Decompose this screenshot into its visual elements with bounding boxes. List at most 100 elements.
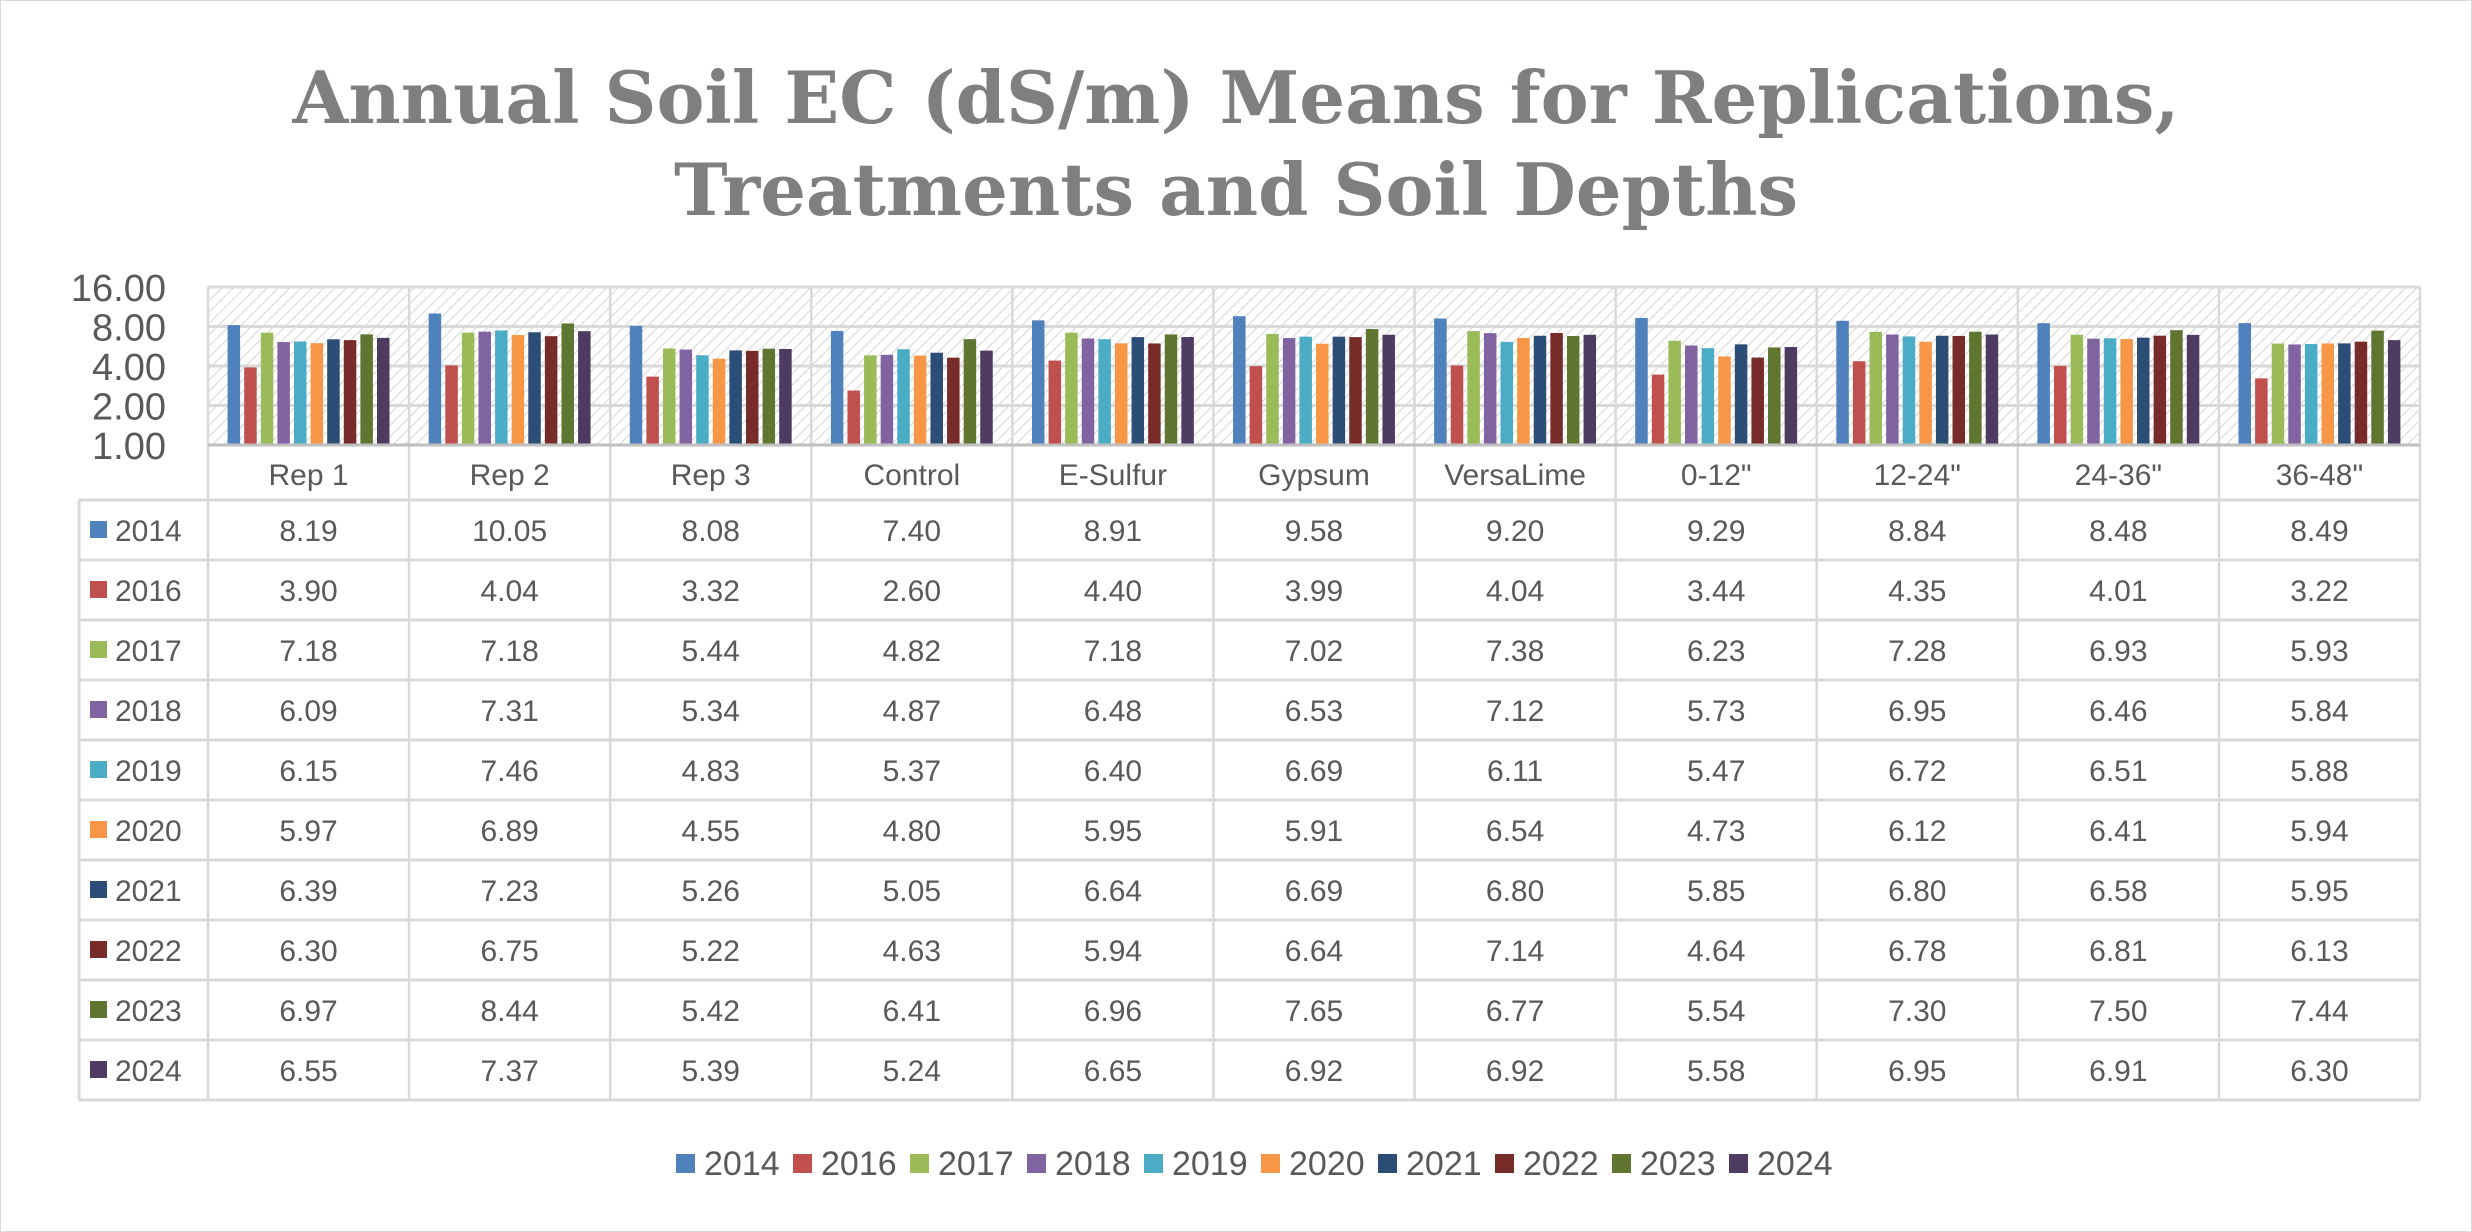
table-cell: 6.72	[1888, 755, 1946, 788]
table-cell: 6.97	[279, 995, 337, 1028]
legend-label: 2017	[938, 1145, 1014, 1183]
table-cell: 4.35	[1888, 575, 1946, 608]
table-cell: 8.91	[1084, 515, 1142, 548]
bar-2019-3	[897, 349, 910, 445]
bar-2023-7	[1768, 347, 1781, 445]
table-cell: 6.09	[279, 695, 337, 728]
table-cell: 3.44	[1687, 575, 1745, 608]
bar-2018-1	[478, 331, 491, 445]
table-cell: 5.37	[883, 755, 941, 788]
table-cell: 5.24	[883, 1055, 941, 1088]
bar-2017-5	[1266, 333, 1279, 445]
table-cell: 5.22	[682, 935, 740, 968]
table-cell: 5.95	[1084, 815, 1142, 848]
legend-label: 2020	[1289, 1145, 1365, 1183]
bar-2020-3	[913, 355, 927, 445]
bar-2014-4	[1031, 320, 1045, 445]
bar-2018-2	[679, 349, 693, 445]
legend-key-2014	[676, 1154, 695, 1173]
table-cell: 7.18	[279, 635, 337, 668]
table-cell: 8.08	[682, 515, 740, 548]
bar-2020-1	[511, 335, 525, 445]
bar-2023-2	[762, 348, 776, 445]
table-cell: 8.44	[480, 995, 538, 1028]
bar-2024-6	[1583, 334, 1597, 445]
table-cell: 4.63	[883, 935, 941, 968]
table-legend-key-2021	[90, 881, 107, 898]
bar-2014-6	[1434, 318, 1447, 445]
bar-2019-10	[2304, 344, 2318, 445]
table-row-header: 2019	[115, 755, 182, 788]
bar-2020-10	[2321, 343, 2335, 445]
bar-2023-1	[561, 323, 574, 445]
bar-2016-5	[1249, 366, 1263, 445]
table-cell: 4.73	[1687, 815, 1745, 848]
legend-label: 2023	[1640, 1145, 1716, 1183]
bar-2018-9	[2087, 338, 2100, 445]
bar-2021-1	[528, 332, 541, 445]
bar-2017-10	[2271, 343, 2285, 445]
bar-2018-5	[1282, 338, 1296, 445]
y-tick-label: 4.00	[92, 347, 166, 389]
bar-2024-9	[2186, 334, 2200, 445]
bar-2024-10	[2387, 340, 2401, 445]
bar-2024-8	[1985, 334, 1999, 445]
x-tick-label: Control	[863, 459, 960, 492]
bar-2019-1	[495, 330, 508, 445]
bar-2014-1	[428, 313, 442, 445]
bar-2021-9	[2137, 337, 2150, 445]
bar-2020-5	[1316, 343, 1329, 445]
table-cell: 6.95	[1888, 1055, 1946, 1088]
table-cell: 4.01	[2089, 575, 2147, 608]
table-cell: 6.48	[1084, 695, 1142, 728]
bar-2021-5	[1332, 336, 1346, 445]
table-legend-key-2017	[90, 641, 107, 658]
table-legend-key-2024	[90, 1061, 107, 1078]
table-cell: 4.64	[1687, 935, 1745, 968]
bar-2024-2	[779, 349, 792, 445]
table-cell: 6.75	[480, 935, 538, 968]
table-cell: 6.51	[2089, 755, 2147, 788]
chart-title: Annual Soil EC (dS/m) Means for Replicat…	[0, 52, 2472, 236]
bar-2017-7	[1668, 340, 1681, 445]
bar-2024-7	[1784, 347, 1798, 445]
table-cell: 7.38	[1486, 635, 1544, 668]
bar-2017-1	[461, 332, 475, 445]
bar-2022-0	[343, 340, 357, 445]
table-row-header: 2022	[115, 935, 182, 968]
bar-2019-8	[1902, 336, 1916, 445]
table-row-header: 2017	[115, 635, 182, 668]
bar-2014-8	[1836, 320, 1849, 445]
legend-label: 2021	[1406, 1145, 1482, 1183]
bar-2022-10	[2354, 341, 2368, 445]
bar-2020-2	[712, 358, 726, 445]
bar-2022-3	[947, 357, 960, 445]
table-cell: 6.91	[2089, 1055, 2147, 1088]
table-cell: 5.34	[682, 695, 740, 728]
table-cell: 4.55	[682, 815, 740, 848]
table-cell: 6.80	[1486, 875, 1544, 908]
bar-2024-3	[980, 350, 993, 445]
table-cell: 4.87	[883, 695, 941, 728]
table-cell: 5.44	[682, 635, 740, 668]
bar-2021-10	[2338, 343, 2351, 445]
bar-2022-7	[1751, 357, 1764, 445]
table-cell: 5.91	[1285, 815, 1343, 848]
table-cell: 6.95	[1888, 695, 1946, 728]
bar-2017-2	[662, 348, 676, 445]
table-cell: 7.65	[1285, 995, 1343, 1028]
table-cell: 5.88	[2290, 755, 2348, 788]
table-cell: 6.46	[2089, 695, 2147, 728]
table-cell: 5.73	[1687, 695, 1745, 728]
chart-title-line-2: Treatments and Soil Depths	[673, 147, 1799, 232]
table-cell: 7.31	[480, 695, 538, 728]
bar-2023-10	[2371, 330, 2384, 445]
table-cell: 5.58	[1687, 1055, 1745, 1088]
bar-2016-9	[2054, 365, 2067, 445]
table-cell: 5.39	[682, 1055, 740, 1088]
table-cell: 6.69	[1285, 875, 1343, 908]
table-cell: 9.20	[1486, 515, 1544, 548]
bar-2017-3	[864, 355, 877, 445]
table-row-header: 2014	[115, 515, 182, 548]
table-cell: 5.94	[2290, 815, 2348, 848]
